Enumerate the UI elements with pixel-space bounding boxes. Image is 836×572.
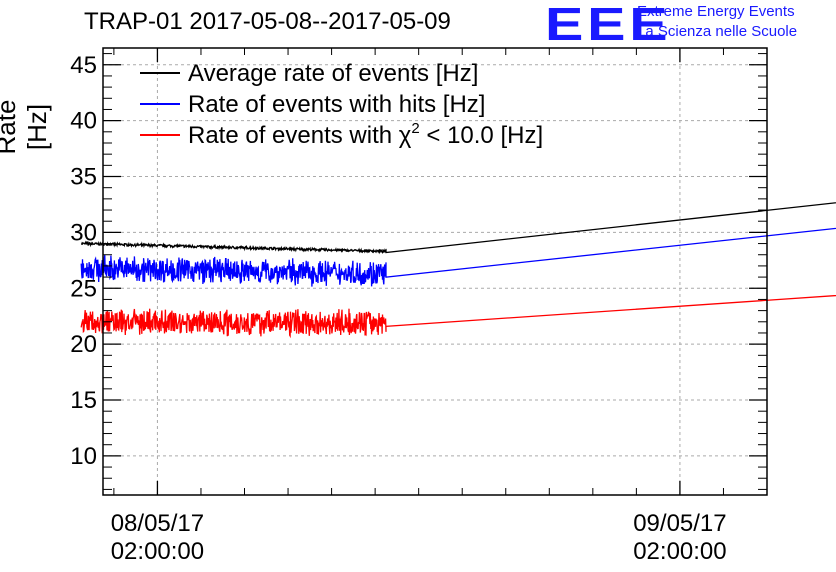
plot-frame — [102, 47, 768, 496]
legend: Average rate of events [Hz] Rate of event… — [140, 60, 543, 149]
legend-label: Rate of events with hits [Hz] — [188, 91, 485, 118]
x-tick-label-date: 09/05/17 — [633, 510, 726, 537]
x-tick-label-date: 08/05/17 — [111, 510, 204, 537]
legend-label: Average rate of events [Hz] — [188, 60, 478, 87]
y-tick-label: 15 — [70, 387, 97, 414]
chart-title: TRAP-01 2017-05-08--2017-05-09 — [84, 8, 451, 35]
legend-label-part: < 10.0 [Hz] — [420, 122, 543, 149]
y-tick-label: 45 — [70, 52, 97, 79]
legend-label: Rate of events with χ2 < 10.0 [Hz] — [188, 120, 543, 149]
logo-line-2: La Scienza nelle Scuole — [637, 23, 798, 40]
y-tick-label: 10 — [70, 443, 97, 470]
legend-label-sup: 2 — [411, 120, 419, 137]
x-tick-label-time: 02:00:00 — [633, 538, 726, 565]
series-line-0 — [80, 202, 836, 255]
y-tick-label: 30 — [70, 219, 97, 246]
logo-line-1: Extreme Energy Events — [637, 3, 795, 20]
series-line-1 — [80, 227, 836, 287]
x-tick-label-time: 02:00:00 — [111, 538, 204, 565]
series-lines — [80, 202, 836, 339]
grid — [103, 48, 767, 495]
axes: 101520253035404508/05/1702:00:0009/05/17… — [70, 48, 768, 565]
y-tick-label: 20 — [70, 331, 97, 358]
logo-text: Extreme Energy Events La Scienza nelle S… — [637, 2, 797, 42]
eee-logo: EEE — [545, 0, 672, 50]
series-line-2 — [80, 294, 836, 339]
legend-label-part: Rate of events with χ — [188, 122, 412, 149]
y-tick-label: 40 — [70, 108, 97, 135]
y-tick-label: 35 — [70, 164, 97, 191]
y-tick-label: 25 — [70, 275, 97, 302]
